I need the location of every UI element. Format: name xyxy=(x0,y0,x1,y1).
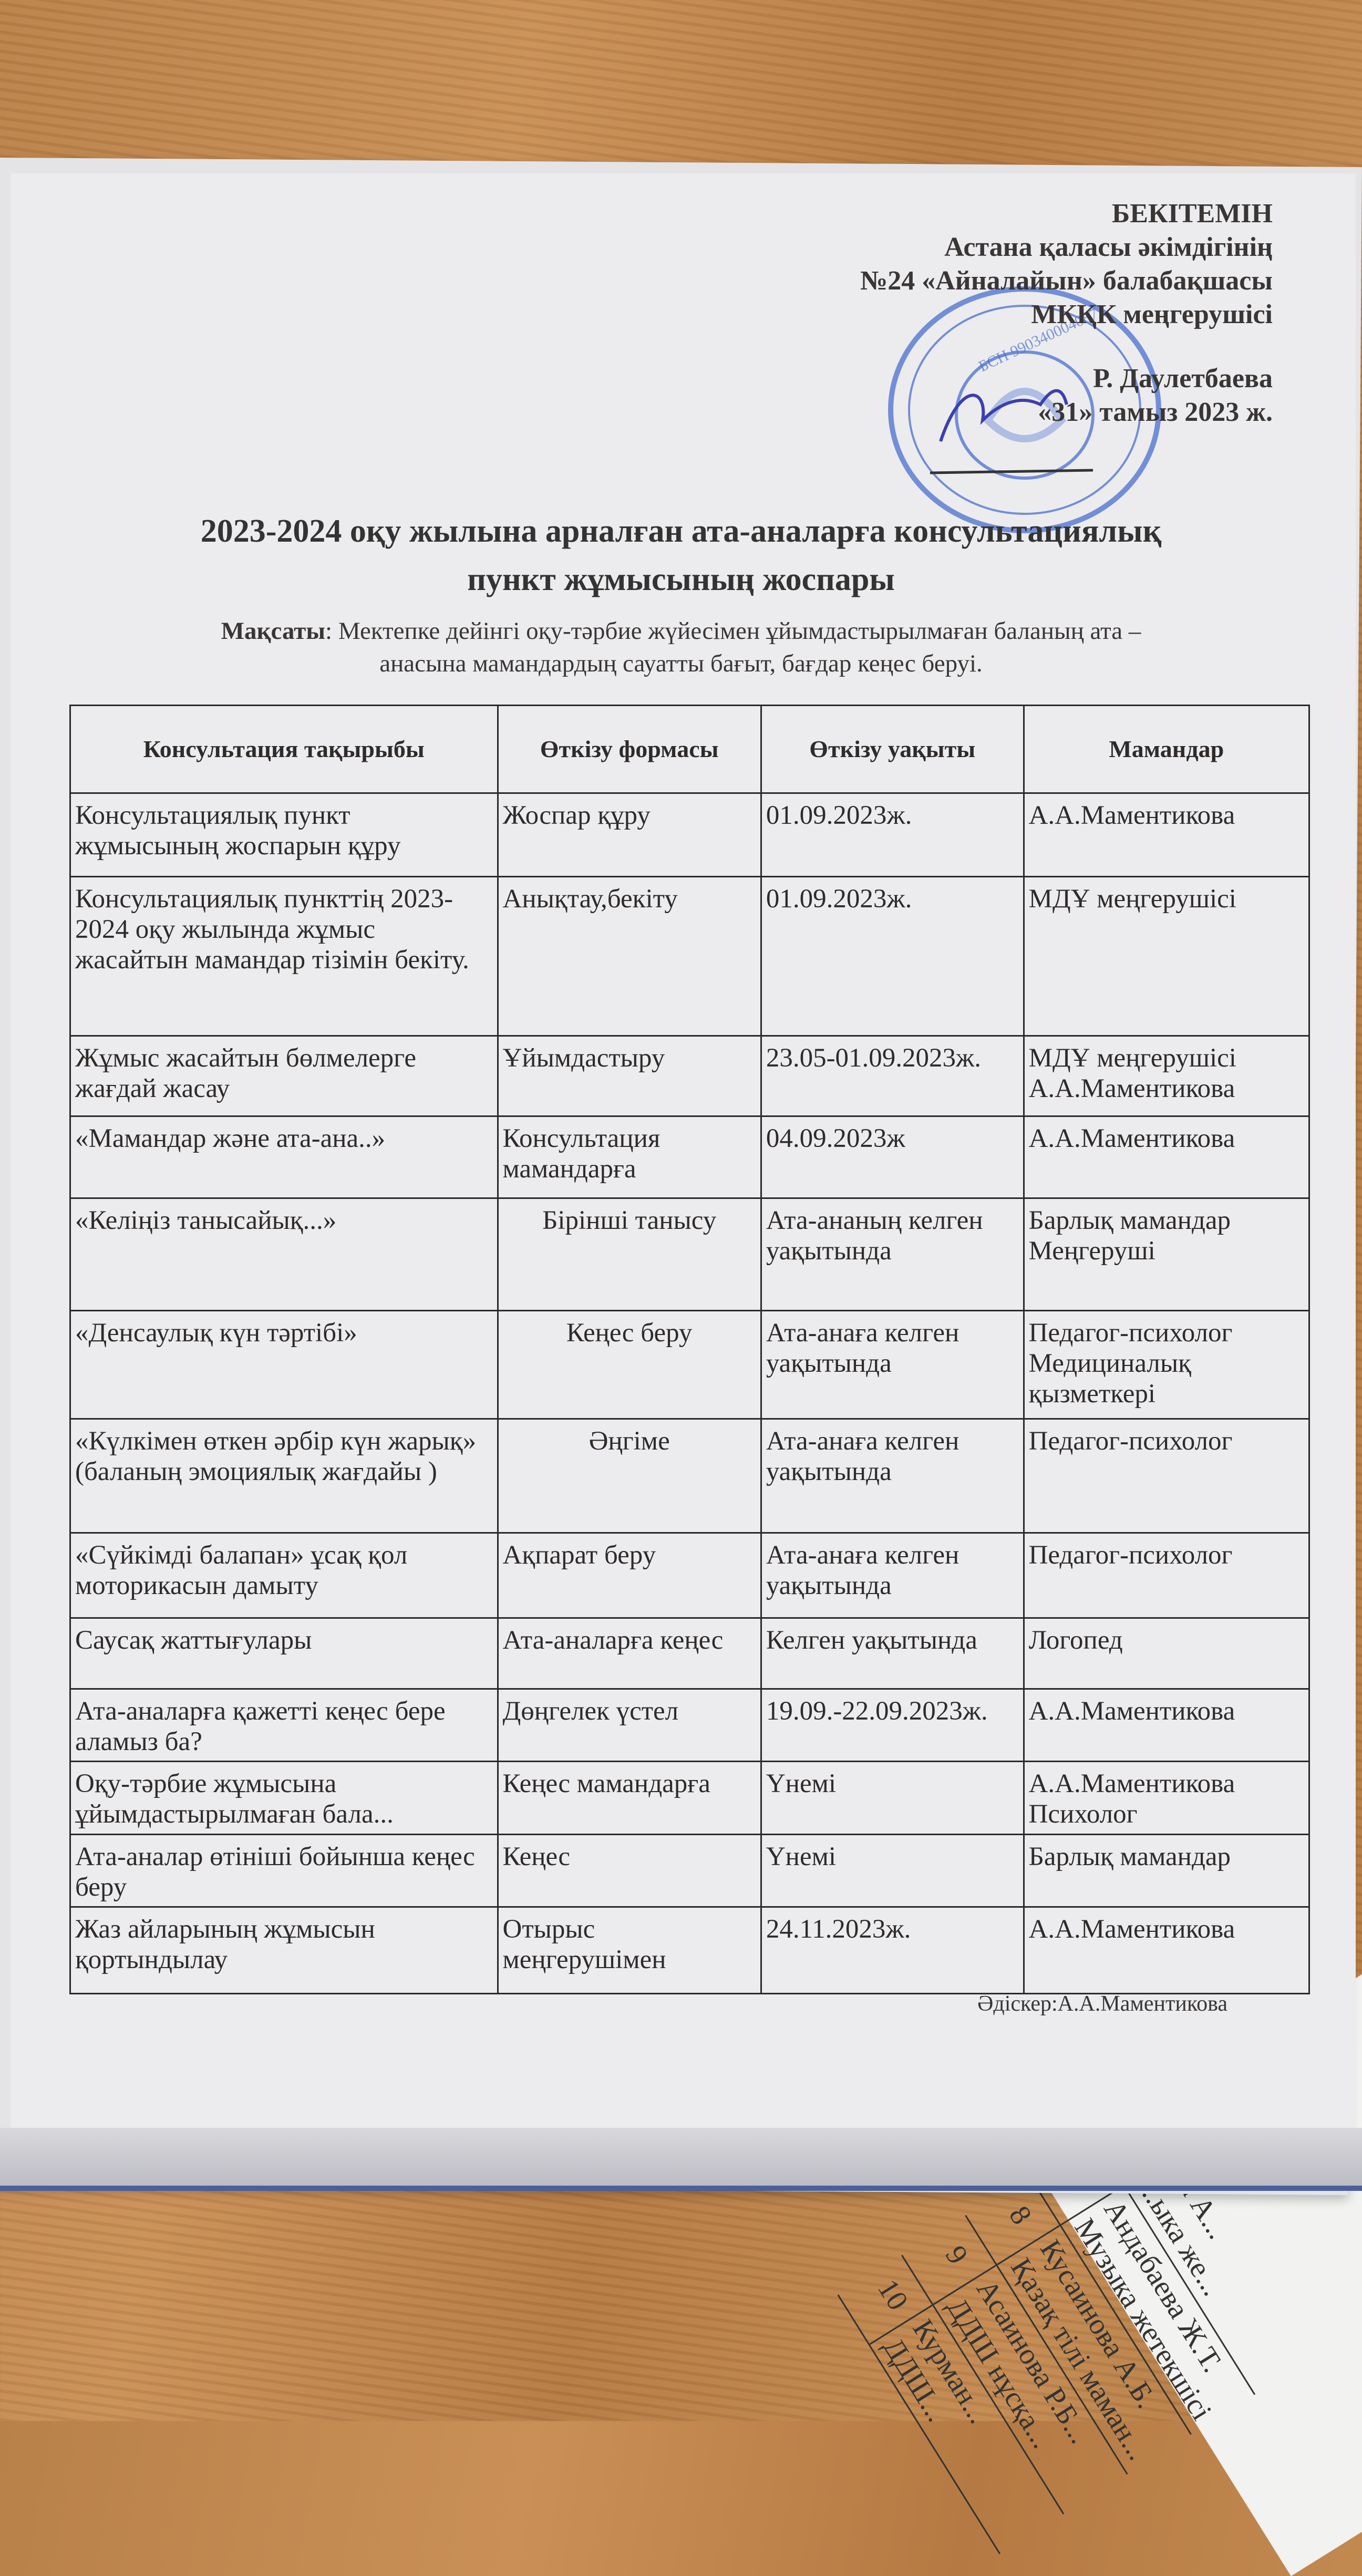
table-cell: Ата-аналар өтініші бойынша кеңес беру xyxy=(69,1834,499,1908)
table-cell: Логопед xyxy=(1023,1617,1311,1690)
table-cell: Келген уақытында xyxy=(760,1617,1025,1690)
table-cell: «Денсаулық күн тәртібі» xyxy=(69,1310,499,1420)
table-cell: 01.09.2023ж. xyxy=(760,876,1025,1037)
table-cell: А.А.Маментикова xyxy=(1023,1115,1311,1199)
table-row: «Мамандар және ата-ана..» Консультация ма… xyxy=(69,1115,1311,1199)
table-cell: Саусақ жаттығулары xyxy=(69,1617,499,1690)
table-row: «Денсаулық күн тәртібі» Кеңес беру Ата-ана… xyxy=(69,1310,1311,1420)
table-row: Жұмыс жасайтын бөлмелерге жағдай жасау Ұй… xyxy=(69,1035,1311,1117)
table-cell: Консультациялық пункттің 2023-2024 оқу ж… xyxy=(69,876,499,1037)
table-cell: МДҰ меңгерушісі А.А.Маментикова xyxy=(1023,1035,1311,1117)
approval-line: МКҚК меңгерушісі xyxy=(1031,299,1273,329)
table-cell: Ұйымдастыру xyxy=(497,1035,762,1117)
table-cell: Педагог-психолог xyxy=(1023,1418,1311,1534)
table-cell: 23.05-01.09.2023ж. xyxy=(760,1035,1025,1117)
table-row: Жаз айларының жұмысын қортындылау Отырыс … xyxy=(69,1906,1311,1994)
table-cell: Дөңгелек үстел xyxy=(497,1688,762,1762)
approval-block: БЕКІТЕМІН Астана қаласы әкімдігінің №24 … xyxy=(860,197,1273,429)
table-cell: Ата-анаға келген уақытында xyxy=(760,1310,1025,1420)
table-cell: Әңгіме xyxy=(497,1418,762,1534)
table-row: Ата-аналар өтініші бойынша кеңес беру Кең… xyxy=(69,1834,1311,1908)
column-header: Мамандар xyxy=(1023,705,1311,794)
table-cell: Жаз айларының жұмысын қортындылау xyxy=(69,1906,499,1994)
table-cell: Үнемі xyxy=(760,1761,1025,1835)
approval-date: «31» тамыз 2023 ж. xyxy=(1038,397,1273,427)
table-cell: Кеңес беру xyxy=(497,1310,762,1420)
table-row: «Сүйкімді балапан» ұсақ қол моторикасын … xyxy=(69,1532,1311,1619)
table-cell: Кеңес xyxy=(497,1834,762,1908)
author-note: Әдіскер:А.А.Маментикова xyxy=(977,1992,1228,2016)
official-seal-stamp: БСН 990340004087 xyxy=(888,286,1161,533)
table-cell: 04.09.2023ж xyxy=(760,1115,1025,1199)
table-cell: Ата-анаға келген уақытында xyxy=(760,1418,1025,1534)
table-row: Консультациялық пункт жұмысының жоспарын… xyxy=(69,792,1311,877)
table-row: «Күлкімен өткен әрбір күн жарық» (баланы… xyxy=(69,1418,1311,1534)
goal-text: : Мектепке дейінгі оқу-тәрбие жүйесімен … xyxy=(325,617,1141,645)
table-row: «Келіңіз танысайық...» Бірінші танысу Ата-… xyxy=(69,1197,1311,1311)
table-cell: А.А.Маментикова Психолог xyxy=(1023,1761,1311,1835)
table-cell: Бірінші танысу xyxy=(497,1197,762,1311)
goal-label: Мақсаты xyxy=(221,617,326,645)
table-cell: Оқу-тәрбие жұмысына ұйымдастырылмаған ба… xyxy=(69,1761,499,1835)
table-row: Ата-аналарға қажетті кеңес бере аламыз б… xyxy=(69,1688,1311,1762)
table-row: Консультациялық пункттің 2023-2024 оқу ж… xyxy=(69,876,1311,1037)
table-cell: А.А.Маментикова xyxy=(1023,1906,1311,1994)
table-cell: «Мамандар және ата-ана..» xyxy=(69,1115,499,1199)
table-cell: Консультация мамандарға xyxy=(497,1115,762,1199)
table-cell: Анықтау,бекіту xyxy=(497,876,762,1037)
table-cell: «Күлкімен өткен әрбір күн жарық» (баланы… xyxy=(69,1418,499,1534)
table-cell: Барлық мамандар Меңгеруші xyxy=(1023,1197,1311,1311)
table-cell: Ата-анаға келген уақытында xyxy=(760,1532,1025,1619)
column-header: Өткізу формасы xyxy=(497,705,762,794)
column-header: Өткізу уақыты xyxy=(760,705,1025,794)
table-cell: А.А.Маментикова xyxy=(1023,792,1311,877)
table-cell: Ата-аналарға қажетті кеңес бере аламыз б… xyxy=(69,1688,499,1762)
table-cell: Ата-аналарға кеңес xyxy=(497,1617,762,1690)
table-cell: 19.09.-22.09.2023ж. xyxy=(760,1688,1025,1762)
table-cell: Отырыс меңгерушімен xyxy=(497,1906,762,1994)
table-cell: А.А.Маментикова xyxy=(1023,1688,1311,1762)
table-cell: Барлық мамандар xyxy=(1023,1834,1311,1908)
table-cell: Педагог-психолог Медициналық қызметкері xyxy=(1023,1310,1311,1420)
table-cell: Кеңес мамандарға xyxy=(497,1761,762,1835)
table-cell: Консультациялық пункт жұмысының жоспарын… xyxy=(69,792,499,877)
table-cell: Ата-ананың келген уақытында xyxy=(760,1197,1025,1311)
table-cell: «Келіңіз танысайық...» xyxy=(69,1197,499,1311)
table-cell: Педагог-психолог xyxy=(1023,1532,1311,1619)
signature xyxy=(939,389,1068,442)
column-header: Консультация тақырыбы xyxy=(69,705,499,794)
table-cell: МДҰ меңгерушісі xyxy=(1023,876,1311,1037)
table-cell: 24.11.2023ж. xyxy=(760,1906,1025,1994)
approval-line: №24 «Айналайын» балабақшасы xyxy=(860,266,1273,296)
table-cell: Жоспар құру xyxy=(497,792,762,877)
approval-line: Астана қаласы әкімдігінің xyxy=(944,232,1273,262)
table-cell: Ақпарат беру xyxy=(497,1532,762,1619)
approval-heading: БЕКІТЕМІН xyxy=(1111,199,1273,229)
table-header-row: Консультация тақырыбы Өткізу формасы Өтк… xyxy=(69,705,1311,794)
goal-statement: Мақсаты: Мектепке дейінгі оқу-тәрбие жүй… xyxy=(0,615,1362,680)
table-cell: 01.09.2023ж. xyxy=(760,792,1025,877)
title-line: пункт жұмысының жоспары xyxy=(467,562,895,597)
table-cell: Жұмыс жасайтын бөлмелерге жағдай жасау xyxy=(69,1035,499,1117)
table-cell: Үнемі xyxy=(760,1834,1025,1908)
folder-edge xyxy=(0,2128,1362,2191)
table-row: Оқу-тәрбие жұмысына ұйымдастырылмаған ба… xyxy=(69,1761,1311,1835)
title-line: 2023-2024 оқу жылына арналған ата-аналар… xyxy=(200,513,1162,549)
document-title: 2023-2024 оқу жылына арналған ата-аналар… xyxy=(0,507,1362,604)
table-row: Саусақ жаттығулары Ата-аналарға кеңес Келг… xyxy=(69,1617,1311,1690)
table-cell: «Сүйкімді балапан» ұсақ қол моторикасын … xyxy=(69,1532,499,1619)
signature-line xyxy=(930,469,1093,474)
goal-text: анасына мамандардың сауатты бағыт, бағда… xyxy=(379,650,983,677)
approval-signatory: Р. Даулетбаева xyxy=(1092,364,1273,394)
consultation-plan-table: Консультация тақырыбы Өткізу формасы Өтк… xyxy=(69,705,1311,1994)
